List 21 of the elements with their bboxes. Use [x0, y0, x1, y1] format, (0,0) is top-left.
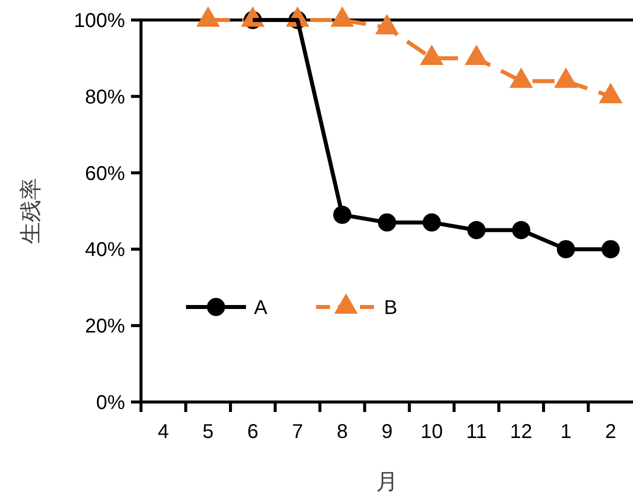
- legend-label: B: [384, 297, 398, 319]
- x-tick-label: 7: [292, 421, 304, 443]
- x-tick-label: 4: [158, 421, 169, 443]
- x-tick-label: 2: [605, 421, 616, 443]
- y-tick-label: 60%: [84, 162, 126, 185]
- y-tick-label: 100%: [74, 10, 126, 32]
- y-tick-label: 0%: [96, 392, 126, 414]
- x-tick-label: 9: [381, 421, 393, 443]
- x-tick-label: 1: [560, 421, 572, 443]
- y-axis-title: 生残率: [18, 178, 43, 244]
- y-tick-label: 40%: [84, 239, 126, 262]
- x-tick-label: 10: [420, 421, 443, 443]
- x-tick-label: 8: [336, 421, 348, 443]
- y-tick-label: 80%: [84, 86, 126, 108]
- x-axis-title: 月: [376, 469, 398, 494]
- x-tick-label: 11: [466, 421, 487, 443]
- legend-label: A: [254, 297, 268, 319]
- x-tick-label: 5: [202, 421, 214, 443]
- x-tick-label: 6: [247, 421, 258, 443]
- y-tick-label: 20%: [84, 316, 126, 338]
- x-tick-label: 12: [510, 421, 532, 443]
